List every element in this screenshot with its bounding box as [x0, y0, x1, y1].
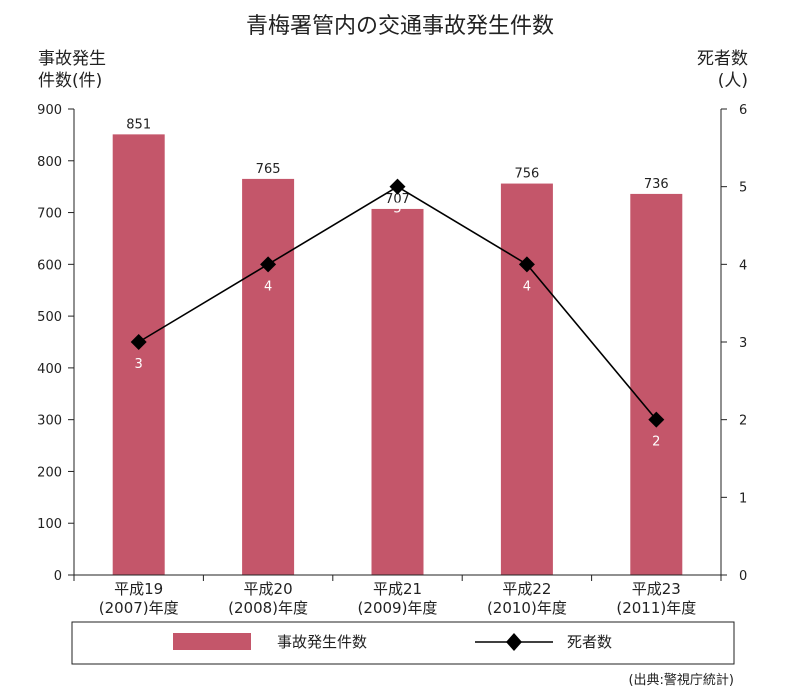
bar: [242, 178, 295, 575]
legend: 事故発生件数 死者数: [71, 621, 735, 665]
axes: 0 100 200 300 400 500 600 700 800 900 0 1 2 3 4 5 6: [37, 103, 747, 584]
line-value-label: 2: [652, 435, 660, 450]
left-axis-label-line2: 件数(件): [38, 71, 102, 91]
line-value-label: 4: [523, 279, 531, 294]
x-tick-label-year: (2007)年度: [99, 599, 179, 617]
diamond-marker: [260, 256, 277, 273]
left-tick-label: 500: [37, 310, 62, 325]
right-axis-label-line2: (人): [718, 71, 748, 91]
x-tick-label-era: 平成21: [373, 580, 422, 598]
bar-value-label: 765: [256, 162, 281, 177]
bar-value-label: 851: [126, 117, 151, 132]
bar-value-labels: 851 765 707 756 736: [126, 117, 668, 207]
right-tick-label: 1: [739, 491, 747, 506]
legend-box: [71, 621, 735, 665]
chart-title: 青梅署管内の交通事故発生件数: [246, 14, 554, 39]
left-tick-label: 300: [37, 414, 62, 429]
bar: [371, 208, 424, 576]
right-tick-label: 0: [739, 569, 747, 584]
bar: [112, 134, 165, 576]
legend-bar-swatch: [173, 633, 251, 650]
bar: [500, 183, 553, 575]
line-value-label: 5: [393, 202, 401, 217]
right-tick-label: 6: [739, 103, 747, 118]
legend-diamond-marker: [506, 633, 522, 651]
right-tick-label: 5: [739, 181, 747, 196]
line-value-labels: 3 4 5 4 2: [135, 202, 661, 450]
x-tick-label-era: 平成19: [114, 580, 163, 598]
line-value-label: 3: [135, 357, 143, 372]
diamond-marker: [518, 256, 535, 273]
bar-value-label: 707: [385, 192, 410, 207]
x-tick-label-era: 平成22: [502, 580, 551, 598]
right-tick-label: 4: [739, 258, 747, 273]
left-tick-label: 900: [37, 103, 62, 118]
x-tick-label-year: (2011)年度: [616, 599, 696, 617]
line-value-label: 4: [264, 279, 272, 294]
diamond-marker: [130, 334, 147, 350]
bar: [630, 193, 683, 575]
left-tick-label: 200: [37, 465, 62, 480]
x-tick-label-year: (2009)年度: [358, 599, 438, 617]
left-tick-label: 100: [37, 517, 62, 532]
x-tick-label-era: 平成23: [632, 580, 681, 598]
x-tick-label-era: 平成20: [244, 580, 293, 598]
diamond-marker: [648, 411, 665, 428]
left-tick-label: 600: [37, 258, 62, 273]
right-tick-label: 3: [739, 336, 747, 351]
bar-series: [112, 134, 683, 576]
source-note: (出典:警視庁統計): [628, 672, 734, 688]
right-tick-label: 2: [739, 414, 747, 429]
x-tick-label-year: (2010)年度: [487, 599, 567, 617]
left-tick-label: 0: [54, 569, 62, 584]
left-axis-label-line1: 事故発生: [38, 49, 106, 69]
diamond-marker: [389, 178, 406, 195]
left-tick-label: 800: [37, 155, 62, 170]
left-tick-label: 400: [37, 362, 62, 377]
legend-line-label: 死者数: [567, 633, 612, 651]
legend-bar-label: 事故発生件数: [277, 633, 367, 651]
right-axis-label-line1: 死者数: [697, 49, 748, 69]
line-series: [130, 178, 665, 428]
bar-value-label: 736: [644, 177, 669, 192]
left-tick-label: 700: [37, 207, 62, 222]
bar-value-label: 756: [514, 167, 539, 182]
x-tick-label-year: (2008)年度: [228, 599, 308, 617]
x-axis-labels: 平成19(2007)年度 平成20(2008)年度 平成21(2009)年度 平成22…: [99, 580, 696, 617]
